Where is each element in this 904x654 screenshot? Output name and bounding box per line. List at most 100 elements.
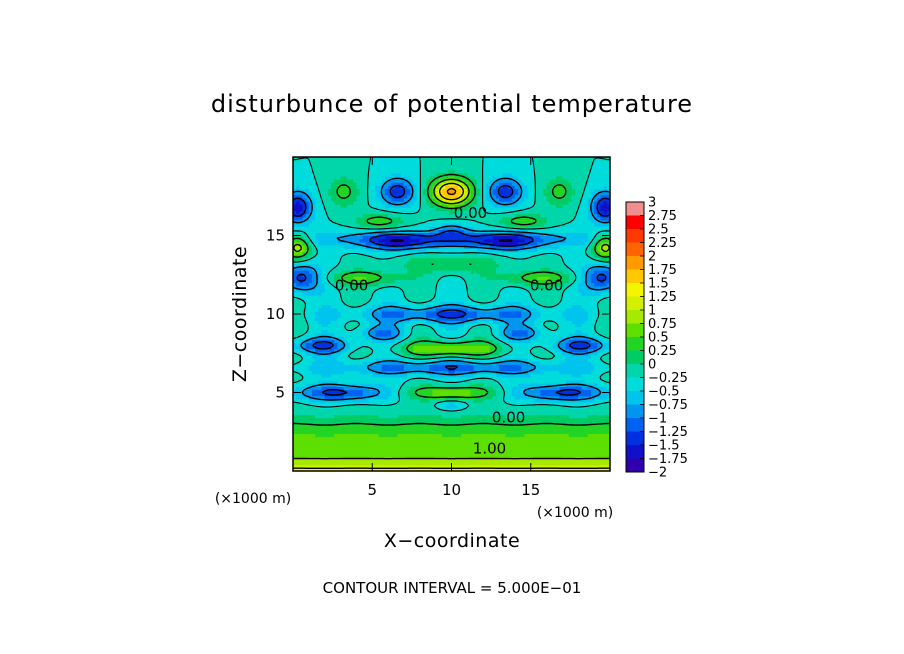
heatmap-cell	[470, 405, 475, 409]
heatmap-cell	[543, 423, 548, 428]
heatmap-cell	[511, 348, 516, 353]
heatmap-cell	[334, 442, 338, 447]
heatmap-cell	[302, 436, 307, 441]
heatmap-cell	[293, 332, 297, 337]
heatmap-cell	[473, 335, 478, 340]
heatmap-cell	[400, 320, 405, 325]
heatmap-cell	[587, 408, 592, 412]
heatmap-cell	[530, 411, 535, 416]
heatmap-cell	[315, 323, 319, 328]
heatmap-cell	[546, 449, 551, 453]
heatmap-cell	[549, 326, 554, 331]
heatmap-cell	[600, 326, 605, 331]
heatmap-cell	[556, 386, 560, 390]
heatmap-cell	[489, 411, 494, 416]
heatmap-cell	[353, 433, 357, 438]
heatmap-cell	[305, 420, 310, 425]
heatmap-cell	[372, 376, 377, 381]
heatmap-cell	[321, 386, 326, 390]
heatmap-cell	[524, 395, 529, 400]
heatmap-cell	[511, 395, 516, 400]
heatmap-cell	[587, 370, 592, 375]
heatmap-cell	[308, 364, 313, 368]
heatmap-cell	[391, 401, 396, 406]
heatmap-cell	[413, 317, 418, 321]
heatmap-cell	[584, 420, 589, 425]
heatmap-cell	[331, 467, 335, 471]
heatmap-cell	[502, 379, 506, 384]
heatmap-cell	[388, 392, 392, 397]
heatmap-cell	[549, 442, 554, 447]
heatmap-cell	[334, 401, 338, 406]
heatmap-cell	[324, 452, 329, 456]
heatmap-cell	[473, 455, 478, 460]
heatmap-cell	[571, 414, 576, 419]
heatmap-cell	[514, 317, 519, 321]
heatmap-cell	[403, 345, 408, 350]
heatmap-cell	[318, 442, 323, 447]
heatmap-cell	[327, 430, 332, 434]
heatmap-cell	[533, 379, 538, 384]
heatmap-cell	[584, 370, 589, 375]
heatmap-cell	[499, 405, 503, 409]
heatmap-cell	[388, 386, 392, 390]
heatmap-cell	[426, 427, 430, 431]
heatmap-cell	[464, 379, 468, 384]
heatmap-cell	[410, 436, 415, 441]
heatmap-cell	[565, 427, 570, 431]
heatmap-cell	[511, 320, 516, 325]
heatmap-cell	[340, 461, 345, 466]
heatmap-cell	[315, 430, 319, 434]
heatmap-cell	[422, 335, 427, 340]
heatmap-cell	[340, 452, 345, 456]
heatmap-cell	[575, 361, 579, 365]
heatmap-cell	[518, 423, 522, 428]
heatmap-cell	[308, 458, 313, 463]
heatmap-cell	[375, 332, 380, 337]
heatmap-cell	[543, 405, 548, 409]
heatmap-cell	[508, 379, 513, 384]
heatmap-cell	[597, 436, 602, 441]
heatmap-cell	[518, 445, 522, 450]
heatmap-cell	[549, 401, 554, 406]
heatmap-cell	[318, 323, 323, 328]
heatmap-cell	[445, 427, 449, 431]
heatmap-cell	[470, 373, 475, 378]
heatmap-cell	[381, 436, 386, 441]
heatmap-cell	[318, 417, 323, 422]
heatmap-cell	[495, 373, 500, 378]
heatmap-cell	[461, 455, 465, 460]
heatmap-cell	[495, 420, 500, 425]
heatmap-cell	[419, 326, 424, 331]
heatmap-cell	[584, 423, 589, 428]
heatmap-cell	[429, 332, 434, 337]
heatmap-cell	[429, 323, 434, 328]
heatmap-cell	[321, 433, 326, 438]
heatmap-cell	[353, 370, 357, 375]
heatmap-cell	[508, 351, 513, 356]
heatmap-cell	[495, 449, 500, 453]
heatmap-cell	[483, 329, 487, 334]
heatmap-cell	[400, 449, 405, 453]
heatmap-cell	[403, 439, 408, 444]
heatmap-cell	[372, 392, 377, 397]
heatmap-cell	[331, 361, 335, 365]
heatmap-cell	[533, 367, 538, 372]
heatmap-cell	[590, 323, 595, 328]
heatmap-cell	[331, 401, 335, 406]
heatmap-cell	[432, 354, 437, 359]
heatmap-cell	[556, 354, 560, 359]
heatmap-cell	[476, 464, 481, 469]
heatmap-cell	[334, 455, 338, 460]
heatmap-cell	[527, 351, 532, 356]
heatmap-cell	[448, 408, 453, 412]
heatmap-cell	[356, 414, 361, 419]
heatmap-cell	[533, 408, 538, 412]
heatmap-cell	[388, 455, 392, 460]
heatmap-cell	[362, 376, 367, 381]
heatmap-cell	[362, 436, 367, 441]
heatmap-cell	[467, 445, 472, 450]
heatmap-cell	[527, 420, 532, 425]
heatmap-cell	[454, 389, 459, 394]
heatmap-cell	[514, 417, 519, 422]
